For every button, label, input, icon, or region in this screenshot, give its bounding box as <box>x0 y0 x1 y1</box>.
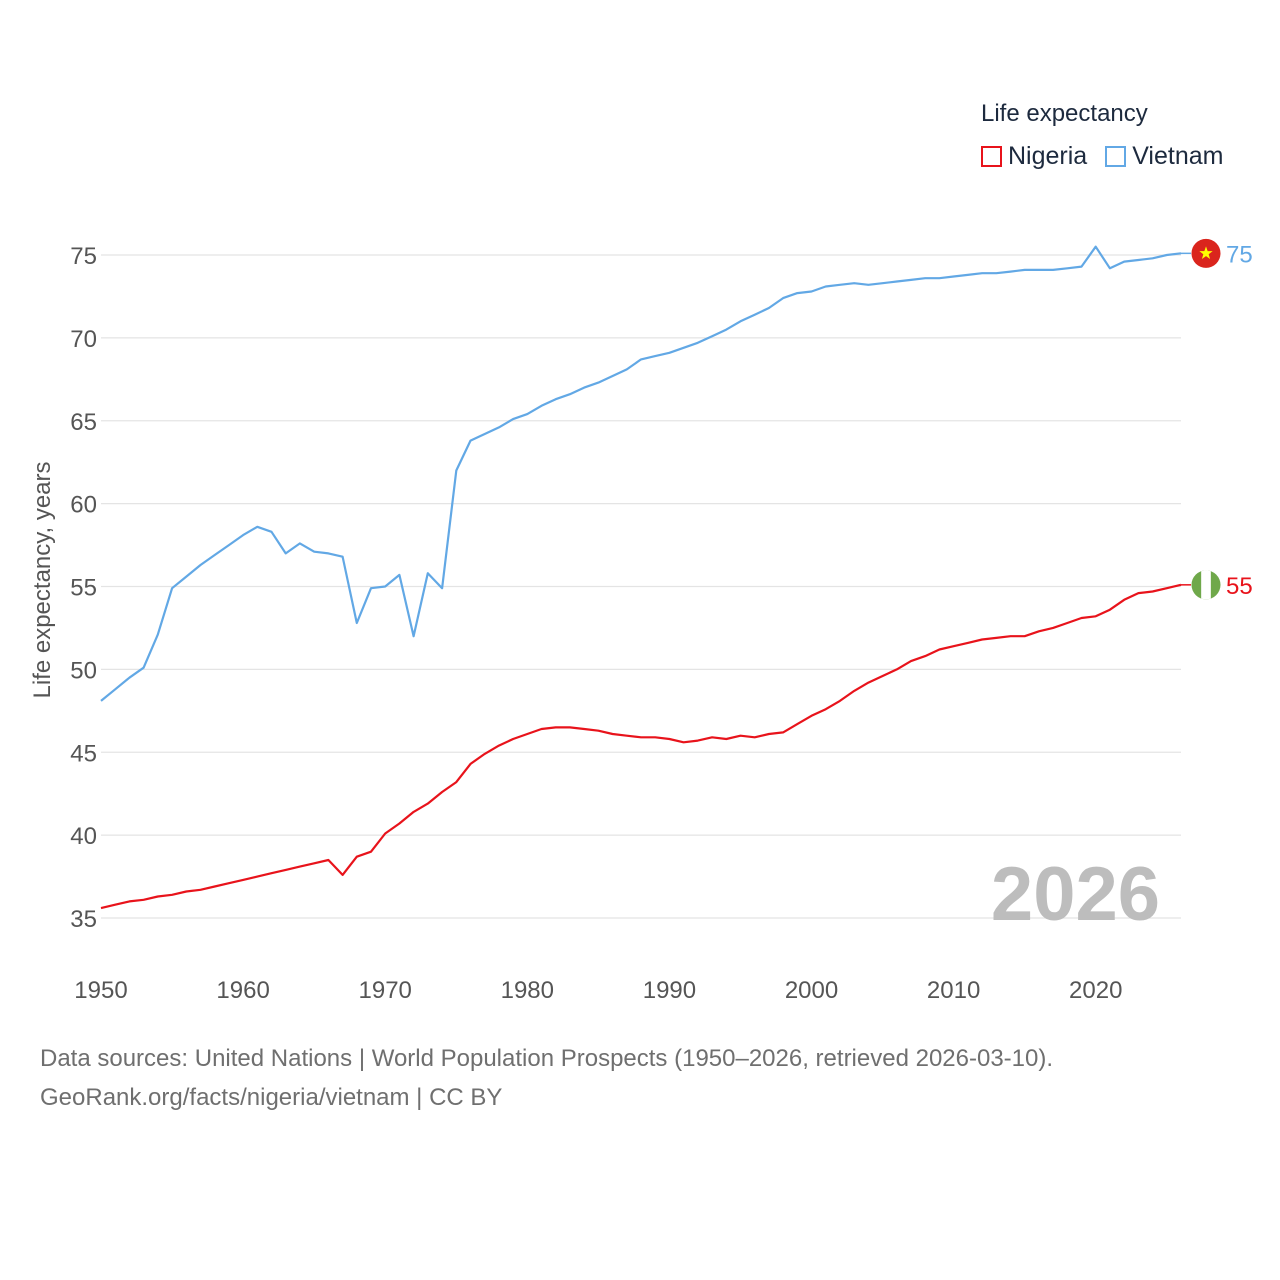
x-tick-label-1950: 1950 <box>74 977 127 1004</box>
end-value-label-vietnam: 75 <box>1226 241 1253 268</box>
x-tick-label-1990: 1990 <box>643 977 696 1004</box>
y-tick-label-70: 70 <box>70 326 97 353</box>
x-tick-label-1970: 1970 <box>359 977 412 1004</box>
series-end-markers: 55 75 <box>1181 238 1253 600</box>
y-tick-label-60: 60 <box>70 492 97 519</box>
legend-label-nigeria: Nigeria <box>1008 142 1088 170</box>
y-axis-label: Life expectancy, years <box>29 461 56 698</box>
source-link[interactable]: GeoRank.org/facts/nigeria/vietnam | CC B… <box>40 1084 503 1111</box>
x-tick-label-2000: 2000 <box>785 977 838 1004</box>
y-tick-label-65: 65 <box>70 409 97 436</box>
end-value-label-nigeria: 55 <box>1226 573 1253 600</box>
y-tick-label-50: 50 <box>70 657 97 684</box>
y-tick-label-45: 45 <box>70 740 97 767</box>
data-source-text: Data sources: United Nations | World Pop… <box>40 1045 1054 1072</box>
x-axis-ticks: 1950 1960 1970 1980 1990 2000 2010 2020 <box>74 977 1122 1004</box>
legend-item-vietnam[interactable]: Vietnam <box>1105 142 1223 171</box>
y-tick-label-75: 75 <box>70 243 97 270</box>
y-tick-label-40: 40 <box>70 823 97 850</box>
series-lines <box>100 245 1182 910</box>
y-tick-label-35: 35 <box>70 906 97 933</box>
vietnam-flag-star <box>1199 246 1213 260</box>
series-line-vietnam <box>100 245 1182 702</box>
nigeria-flag-stripes <box>1191 570 1221 600</box>
series-line-nigeria <box>100 583 1182 910</box>
legend-label-vietnam: Vietnam <box>1132 142 1224 170</box>
legend: Nigeria Vietnam <box>981 142 1241 171</box>
x-tick-label-2020: 2020 <box>1069 977 1122 1004</box>
y-tick-label-55: 55 <box>70 575 97 602</box>
nigeria-flag-icon <box>1191 570 1221 600</box>
x-tick-label-2010: 2010 <box>927 977 980 1004</box>
x-tick-label-1960: 1960 <box>216 977 269 1004</box>
legend-title: Life expectancy <box>981 100 1148 127</box>
legend-swatch-nigeria <box>981 146 1002 167</box>
nigeria-flag-white <box>1201 570 1211 600</box>
gridlines <box>101 254 1181 919</box>
legend-item-nigeria[interactable]: Nigeria <box>981 142 1087 171</box>
legend-swatch-vietnam <box>1105 146 1127 167</box>
x-tick-label-1980: 1980 <box>501 977 554 1004</box>
year-label: 2026 <box>991 852 1160 937</box>
y-axis-ticks: 35 40 45 50 55 60 65 70 75 <box>70 243 97 933</box>
vietnam-flag-icon <box>1191 238 1221 268</box>
